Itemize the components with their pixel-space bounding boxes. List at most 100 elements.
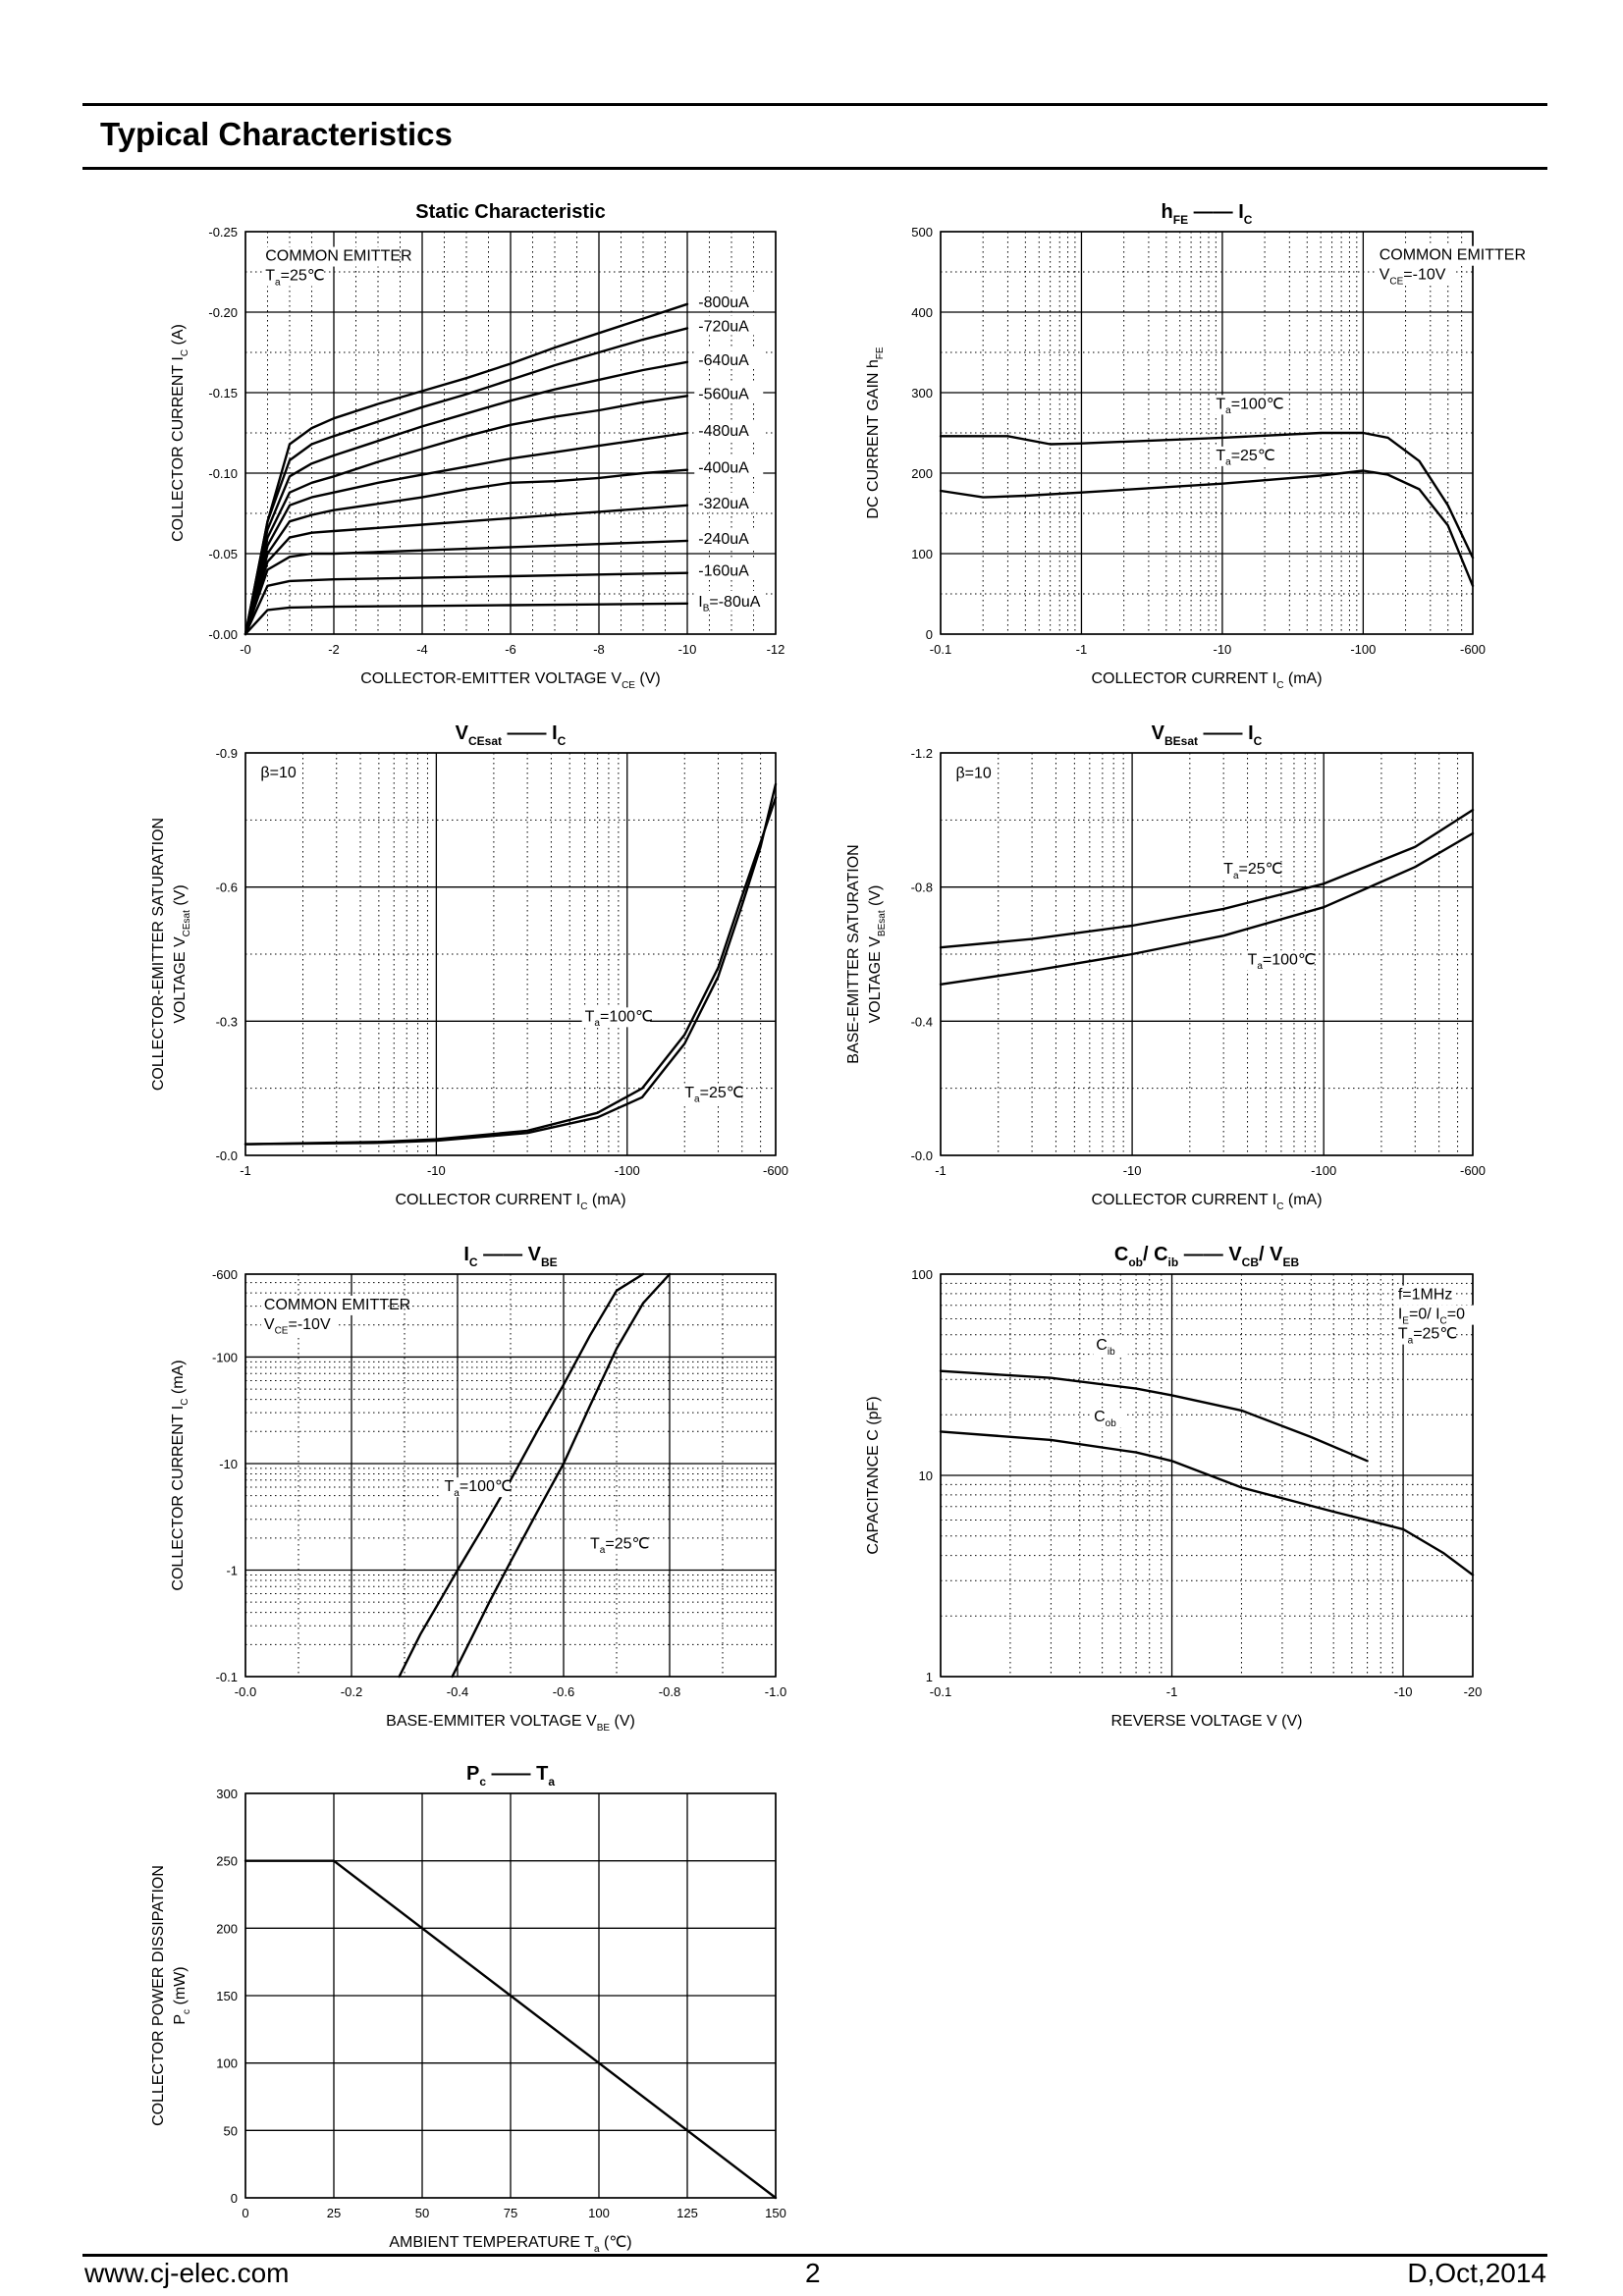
pc-chart: 0 25 50 75 100 125 150 0 50 100 150 200 250 300 Pc —— … — [150, 1763, 786, 2255]
x-tick-label: -6 — [505, 642, 516, 657]
y-tick-label: 250 — [216, 1854, 238, 1869]
icvbe-chart: -0.0 -0.2 -0.4 -0.6 -0.8 -1.0 -0.1 -1 -10 -100 -60… — [170, 1244, 786, 1734]
chart-annotation: IE=0/ IC=0 — [1398, 1307, 1465, 1327]
annotation-bg — [581, 1007, 651, 1028]
annotation-bg — [1376, 245, 1503, 266]
y-tick-label: -100 — [212, 1350, 238, 1364]
series-label: -400uA — [698, 460, 749, 477]
x-tick-label: -100 — [615, 1163, 640, 1178]
y-tick-label: -600 — [212, 1267, 238, 1282]
chart-annotation: Ta=25℃ — [1398, 1326, 1457, 1347]
chart-annotation: Ta=25℃ — [1223, 861, 1282, 881]
plot-frame — [244, 1792, 777, 2199]
y-tick-label: -0.4 — [911, 1014, 933, 1029]
x-tick-label: 50 — [415, 2206, 429, 2220]
minor-grid — [941, 232, 1473, 634]
series-label-bg — [694, 315, 764, 336]
series-line-160ua — [243, 571, 689, 636]
y-axis-label: COLLECTOR CURRENT IC (mA) — [170, 1360, 190, 1590]
chart-title: Pc —— Ta — [466, 1763, 555, 1789]
static-chart: -0 -2 -4 -6 -8 -10 -12 -0.00 -0.05 -0.10 -0.15 -0.2… — [170, 201, 784, 691]
series-label: -320uA — [698, 496, 749, 512]
y-axis-label-2: Pc (mW) — [172, 1966, 192, 2024]
annotation-bg — [587, 1534, 647, 1555]
series-line-720ua — [243, 327, 689, 636]
y-tick-label: -1 — [226, 1563, 238, 1577]
annotation-bg — [1376, 265, 1453, 286]
series-line-480ua — [243, 431, 689, 636]
x-axis-label: COLLECTOR CURRENT IC (mA) — [395, 1192, 625, 1212]
y-tick-label: 100 — [911, 547, 933, 561]
y-axis-label: DC CURRENT GAIN hFE — [865, 347, 886, 518]
plot-frame — [940, 1273, 1474, 1678]
series-label: -800uA — [698, 294, 749, 311]
x-tick-label: -0.2 — [341, 1684, 362, 1699]
y-axis-label: COLLECTOR POWER DISSIPATION — [150, 1865, 167, 2126]
y-axis-label: COLLECTOR CURRENT IC (A) — [170, 324, 190, 542]
y-tick-label: 200 — [911, 466, 933, 481]
annotation-bg — [1394, 1324, 1455, 1345]
annotation-bg — [952, 764, 997, 784]
x-tick-label: -1.0 — [765, 1684, 786, 1699]
y-axis-label-2: VOLTAGE VCEsat (V) — [172, 884, 192, 1023]
annotation-bg — [1244, 950, 1314, 971]
annotation-bg — [260, 1295, 388, 1315]
series-line-2 — [451, 1272, 672, 1679]
plot-frame — [244, 231, 777, 635]
series-line-1 — [243, 796, 778, 1146]
series-label: IB=-80uA — [698, 594, 760, 614]
chart-annotation: Ta=100℃ — [585, 1008, 653, 1029]
y-tick-label: 1 — [926, 1670, 933, 1684]
y-tick-label: 500 — [911, 225, 933, 240]
annotation-bg — [1213, 446, 1273, 466]
y-tick-label: -0.15 — [208, 386, 238, 400]
annotation-bg — [262, 246, 390, 267]
vcesat-chart: -1 -10 -100 -600 -0.0 -0.3 -0.6 -0.9 VCEsat —— I… — [150, 722, 788, 1212]
series-label-bg — [694, 456, 764, 477]
series-label-bg — [694, 420, 764, 440]
series-line-2 — [939, 831, 1475, 986]
y-tick-label: -0.9 — [216, 746, 238, 761]
chart-title: IC —— VBE — [463, 1244, 557, 1269]
x-tick-label: -0.4 — [447, 1684, 468, 1699]
series-line-1 — [939, 808, 1475, 949]
y-axis-label-2: VOLTAGE VBEsat (V) — [867, 885, 888, 1024]
chart-annotation: Ta=25℃ — [590, 1535, 649, 1556]
x-tick-label: -1 — [935, 1163, 947, 1178]
y-tick-label: 300 — [911, 386, 933, 400]
x-tick-label: -100 — [1350, 642, 1376, 657]
minor-grid — [941, 753, 1473, 1155]
x-tick-label: -10 — [678, 642, 697, 657]
chart-annotation: COMMON EMITTER — [264, 1297, 410, 1313]
x-tick-label: -600 — [1460, 642, 1486, 657]
chart-title: hFE —— IC — [1162, 201, 1253, 227]
series-label: -560uA — [698, 386, 749, 402]
chart-annotation: Cob — [1094, 1409, 1116, 1429]
series-line-1 — [939, 431, 1475, 560]
header-rule-top — [82, 103, 1547, 106]
plot-frame — [940, 752, 1474, 1156]
x-tick-label: -1 — [240, 1163, 251, 1178]
series-line-ib80ua — [243, 602, 689, 636]
x-axis-label: COLLECTOR CURRENT IC (mA) — [1091, 670, 1322, 691]
series-label-bg — [694, 348, 764, 369]
series-line-800ua — [243, 302, 689, 636]
x-tick-label: -8 — [593, 642, 605, 657]
series-label-bg — [694, 560, 764, 580]
minor-grid — [245, 753, 776, 1155]
x-tick-label: 25 — [327, 2206, 341, 2220]
series-label: -240uA — [698, 531, 749, 548]
series-label-bg — [694, 291, 764, 311]
y-tick-label: 150 — [216, 1989, 238, 2003]
x-tick-label: -0.0 — [235, 1684, 256, 1699]
plot-frame — [244, 1273, 777, 1678]
x-tick-label: -10 — [427, 1163, 446, 1178]
y-tick-label: -0.25 — [208, 225, 238, 240]
chart-annotation: Ta=100℃ — [1216, 396, 1283, 416]
annotation-bg — [1093, 1336, 1128, 1357]
chart-annotation: β=10 — [955, 766, 991, 782]
plot-frame — [244, 752, 777, 1156]
series-line-640ua — [243, 360, 689, 636]
series-line-2 — [939, 1430, 1475, 1576]
series-line-1 — [939, 1369, 1369, 1463]
